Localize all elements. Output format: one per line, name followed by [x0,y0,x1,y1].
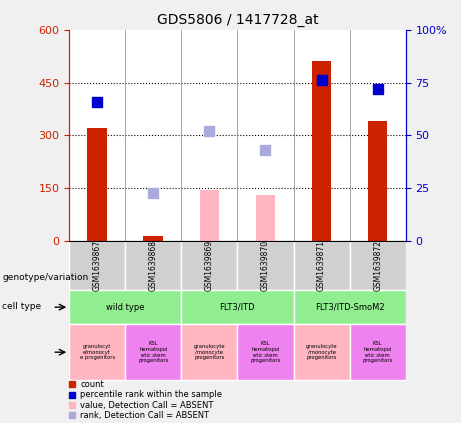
Bar [181,290,294,324]
Text: KSL
hematopoi
etic stem
progenitors: KSL hematopoi etic stem progenitors [362,341,393,363]
Bar [349,241,406,290]
Text: KSL
hematopoi
etic stem
progenitors: KSL hematopoi etic stem progenitors [138,341,168,363]
Bar [69,324,125,380]
Text: genotype/variation: genotype/variation [2,272,89,282]
Text: GSM1639872: GSM1639872 [373,240,382,291]
Text: GSM1639869: GSM1639869 [205,240,214,291]
Bar [294,324,349,380]
Bar [181,241,237,290]
Text: wild type: wild type [106,302,144,312]
Text: granulocyte
/monocyte
progenitors: granulocyte /monocyte progenitors [194,344,225,360]
Bar [69,241,125,290]
Text: GSM1639868: GSM1639868 [149,240,158,291]
Text: GSM1639867: GSM1639867 [93,240,102,291]
Text: cell type: cell type [2,302,41,311]
Bar [256,195,275,241]
Bar [88,129,107,241]
Bar [312,61,331,241]
Text: FLT3/ITD: FLT3/ITD [219,302,255,312]
Text: count: count [80,380,104,389]
Bar [200,190,219,241]
Bar [125,241,181,290]
Text: GSM1639871: GSM1639871 [317,240,326,291]
Bar [294,241,349,290]
Bar [125,324,181,380]
Bar [69,290,181,324]
Bar [294,290,406,324]
Bar [143,236,163,241]
Text: KSL
hematopoi
etic stem
progenitors: KSL hematopoi etic stem progenitors [250,341,281,363]
Text: granulocyt
e/monocyt
e progenitors: granulocyt e/monocyt e progenitors [80,344,115,360]
Text: rank, Detection Call = ABSENT: rank, Detection Call = ABSENT [80,411,209,420]
Text: value, Detection Call = ABSENT: value, Detection Call = ABSENT [80,401,214,409]
Text: percentile rank within the sample: percentile rank within the sample [80,390,222,399]
Bar [237,324,294,380]
Text: GSM1639870: GSM1639870 [261,240,270,291]
Bar [368,121,387,241]
Text: FLT3/ITD-SmoM2: FLT3/ITD-SmoM2 [315,302,384,312]
Text: granulocyte
/monocyte
progenitors: granulocyte /monocyte progenitors [306,344,337,360]
Title: GDS5806 / 1417728_at: GDS5806 / 1417728_at [157,13,318,27]
Bar [237,241,294,290]
Bar [349,324,406,380]
Bar [181,324,237,380]
